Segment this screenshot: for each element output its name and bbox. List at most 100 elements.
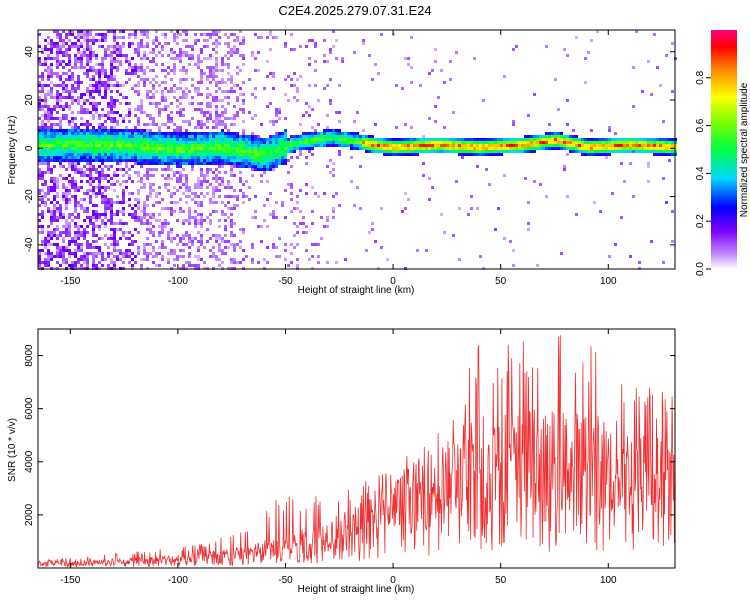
spectrogram-cell: [68, 165, 71, 168]
spectrogram-cell: [533, 141, 536, 144]
spectrogram-cell: [146, 204, 149, 207]
spectrogram-cell: [443, 147, 446, 150]
spectrogram-cell: [62, 186, 65, 189]
spectrogram-cell: [125, 162, 128, 165]
spectrogram-cell: [410, 138, 413, 141]
spectrogram-cell: [125, 129, 128, 132]
spectrogram-cell: [38, 96, 41, 99]
spectrogram-cell: [449, 144, 452, 147]
spectrogram-cell: [251, 258, 254, 261]
spectrogram-cell: [74, 60, 77, 63]
spectrogram-cell: [62, 195, 65, 198]
spectrogram-cell: [38, 204, 41, 207]
spectrogram-cell: [149, 60, 152, 63]
spectrogram-cell: [137, 174, 140, 177]
spectrogram-cell: [50, 177, 53, 180]
spectrogram-cell: [92, 168, 95, 171]
spectrogram-cell: [449, 150, 452, 153]
spectrogram-cell: [347, 141, 350, 144]
spectrogram-cell: [206, 96, 209, 99]
spectrogram-cell: [629, 255, 632, 258]
spectrogram-cell: [239, 246, 242, 249]
spectrogram-cell: [650, 141, 653, 144]
spectrogram-cell: [68, 120, 71, 123]
spectrogram-cell: [356, 135, 359, 138]
spectrogram-cell: [512, 150, 515, 153]
spectrogram-cell: [395, 126, 398, 129]
spectrogram-cell: [98, 63, 101, 66]
spectrogram-cell: [158, 51, 161, 54]
spectrogram-cell: [224, 246, 227, 249]
spectrogram-cell: [272, 156, 275, 159]
spectrogram-cell: [230, 75, 233, 78]
spectrogram-cell: [299, 138, 302, 141]
spectrogram-cell: [185, 150, 188, 153]
spectrogram-cell: [563, 135, 566, 138]
spectrogram-cell: [293, 72, 296, 75]
spectrogram-cell: [116, 138, 119, 141]
spectrogram-cell: [503, 141, 506, 144]
spectrogram-cell: [611, 138, 614, 141]
spectrogram-cell: [68, 33, 71, 36]
spectrogram-cell: [344, 144, 347, 147]
spectrogram-cell: [71, 165, 74, 168]
spectrogram-cell: [221, 237, 224, 240]
spectrogram-cell: [65, 141, 68, 144]
spectrogram-cell: [41, 132, 44, 135]
spectrogram-cell: [284, 42, 287, 45]
spectrogram-cell: [194, 183, 197, 186]
spectrogram-cell: [107, 264, 110, 267]
spectrogram-cell: [131, 258, 134, 261]
spectrogram-cell: [368, 54, 371, 57]
spectrogram-cell: [122, 207, 125, 210]
spectrogram-cell: [89, 129, 92, 132]
spectrogram-cell: [56, 102, 59, 105]
spectrogram-cell: [53, 189, 56, 192]
spectrogram-cell: [653, 33, 656, 36]
spectrogram-cell: [515, 138, 518, 141]
spectrogram-cell: [254, 210, 257, 213]
spectrogram-cell: [632, 144, 635, 147]
spectrogram-cell: [89, 171, 92, 174]
spectrogram-cell: [92, 108, 95, 111]
spectrogram-cell: [221, 57, 224, 60]
spectrogram-cell: [53, 144, 56, 147]
spectrogram-cell: [134, 219, 137, 222]
spectrogram-cell: [332, 168, 335, 171]
spectrogram-cell: [554, 144, 557, 147]
spectrogram-cell: [113, 228, 116, 231]
spectrogram-cell: [50, 63, 53, 66]
spectrogram-cell: [242, 192, 245, 195]
spectrogram-cell: [440, 213, 443, 216]
spectrogram-cell: [41, 189, 44, 192]
spectrogram-cell: [92, 87, 95, 90]
spectrogram-cell: [113, 255, 116, 258]
spectrogram-cell: [107, 114, 110, 117]
spectrogram-cell: [140, 264, 143, 267]
spectrogram-cell: [194, 63, 197, 66]
spectrogram-cell: [101, 252, 104, 255]
spectrogram-cell: [152, 48, 155, 51]
spectrogram-cell: [95, 225, 98, 228]
spectrogram-cell: [104, 84, 107, 87]
spectrogram-cell: [38, 144, 41, 147]
spectrogram-cell: [155, 63, 158, 66]
spectrogram-cell: [152, 159, 155, 162]
spectrogram-cell: [59, 33, 62, 36]
spectrogram-cell: [146, 57, 149, 60]
spectrogram-cell: [185, 78, 188, 81]
spectrogram-cell: [197, 144, 200, 147]
spectrogram-cell: [476, 147, 479, 150]
spectrogram-cell: [143, 135, 146, 138]
spectrogram-cell: [668, 153, 671, 156]
spectrogram-cell: [227, 156, 230, 159]
spectrogram-cell: [38, 63, 41, 66]
spectrogram-cell: [254, 57, 257, 60]
spectrogram-cell: [68, 105, 71, 108]
spectrogram-cell: [296, 135, 299, 138]
spectrogram-cell: [548, 141, 551, 144]
spectrogram-cell: [140, 153, 143, 156]
spectrogram-cell: [113, 78, 116, 81]
spectrogram-cell: [218, 225, 221, 228]
spectrogram-cell: [68, 141, 71, 144]
